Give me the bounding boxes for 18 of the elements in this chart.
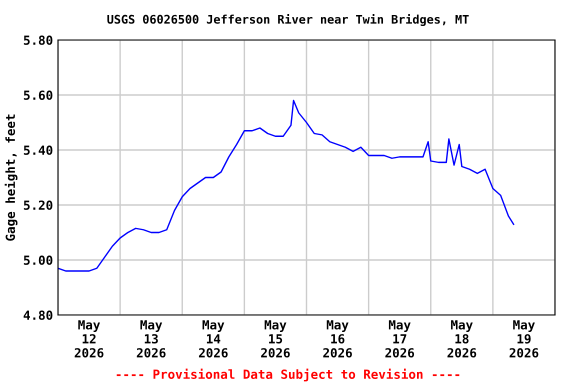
y-axis-title: Gage height, feet	[4, 114, 18, 241]
x-tick-label: May 14 2026	[198, 320, 228, 358]
y-tick-label: 5.20	[24, 200, 52, 210]
line-series	[58, 100, 514, 272]
x-tick-label: May 18 2026	[447, 320, 476, 358]
y-tick-label: 5.80	[24, 35, 52, 45]
y-tick-label: 5.00	[24, 255, 52, 265]
x-tick-label: May 16 2026	[323, 320, 352, 358]
x-tick-label: May 12 2026	[74, 320, 104, 358]
y-tick-label: 5.40	[24, 145, 52, 155]
y-tick-label: 5.60	[24, 90, 52, 100]
x-tick-label: May 19 2026	[510, 320, 538, 358]
chart-title: USGS 06026500 Jefferson River near Twin Bridges, MT	[107, 14, 469, 26]
y-tick-label: 4.80	[24, 310, 52, 320]
text: ---- Provisional Data Subject to Revision ----	[116, 368, 460, 382]
x-tick-label: May 15 2026	[261, 320, 290, 358]
x-tick-label: May 17 2026	[385, 320, 414, 358]
x-tick-label: May 13 2026	[136, 320, 166, 358]
